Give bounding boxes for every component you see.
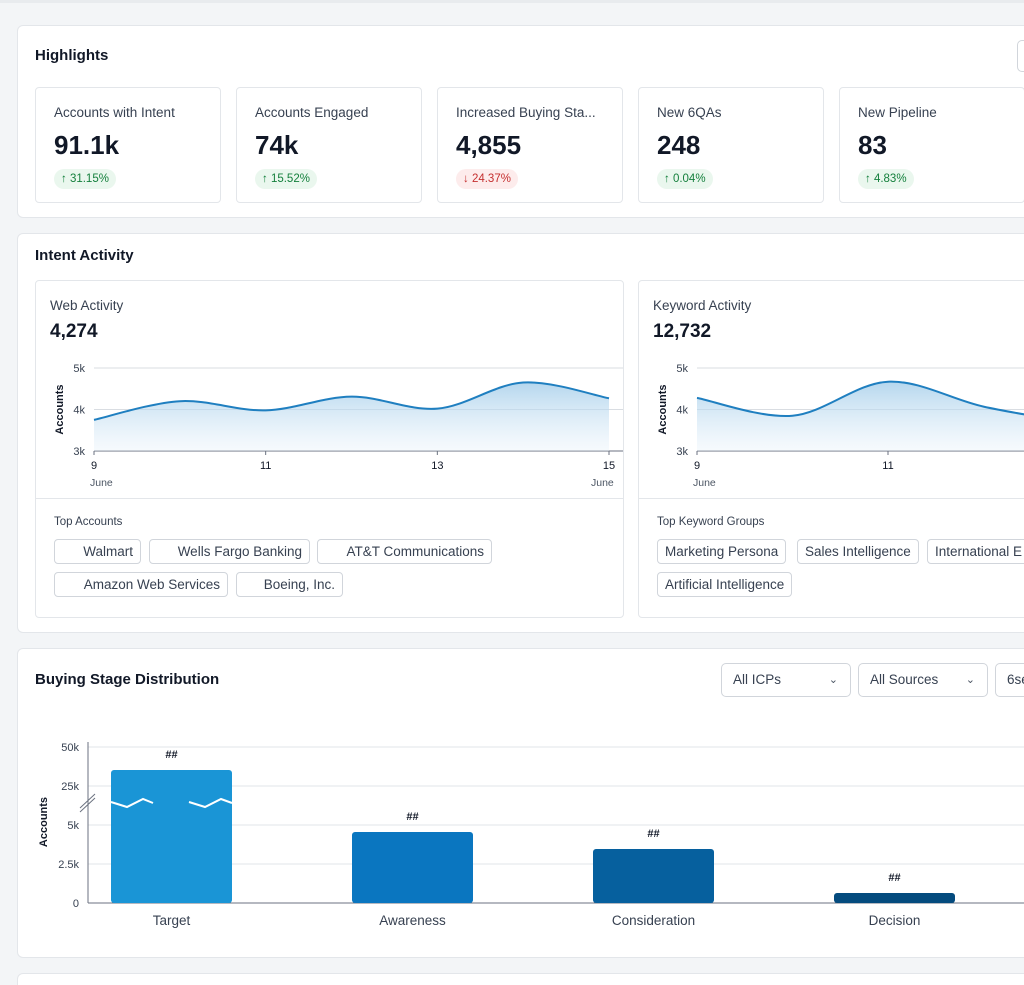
chevron-down-icon: ⌄ <box>965 674 975 686</box>
top-keyword-groups-title: Top Keyword Groups <box>657 516 765 528</box>
x-tick-label: 9 <box>694 460 700 472</box>
web-activity-value: 4,274 <box>50 321 98 342</box>
kpi-card[interactable]: Accounts with Intent 91.1k ↑ 31.15% <box>35 87 221 203</box>
model-filter-value: 6se <box>1007 672 1024 687</box>
keyword-activity-chart: 5k 4k 3k Accounts 9 11 June <box>657 363 1024 489</box>
x-sublabel: June <box>90 477 113 489</box>
next-card <box>17 973 1024 985</box>
kpi-label: New 6QAs <box>657 105 722 120</box>
divider <box>639 498 1024 499</box>
kpi-card[interactable]: Accounts Engaged 74k ↑ 15.52% <box>236 87 422 203</box>
highlights-title: Highlights <box>35 47 109 64</box>
kpi-label: Accounts Engaged <box>255 105 369 120</box>
y-tick-label: 3k <box>676 446 688 458</box>
kpi-card[interactable]: Increased Buying Sta... 4,855 ↓ 24.37% <box>437 87 623 203</box>
web-activity-chart: 5k 4k 3k Accounts 9 11 13 15 June June <box>54 363 623 489</box>
y-tick-label: 4k <box>676 405 688 417</box>
area-fill <box>697 381 1024 451</box>
icp-filter-value: All ICPs <box>733 672 782 687</box>
highlights-options-button[interactable] <box>1017 40 1024 72</box>
buying-stage-title: Buying Stage Distribution <box>35 671 220 688</box>
chevron-down-icon: ⌄ <box>828 674 838 686</box>
series-line <box>93 381 610 421</box>
kpi-value: 83 <box>858 130 887 160</box>
account-chip[interactable]: Walmart <box>54 539 141 564</box>
keyword-chip[interactable]: Artificial Intelligence <box>657 572 793 597</box>
y-tick-label: 3k <box>73 446 85 458</box>
kpi-change-badge: ↑ 31.15% <box>54 169 116 189</box>
x-sublabel: June <box>693 477 716 489</box>
x-tick-label: 11 <box>882 460 893 472</box>
keyword-activity-value: 12,732 <box>653 321 712 342</box>
kpi-card[interactable]: New Pipeline 83 ↑ 4.83% <box>839 87 1024 203</box>
x-tick-label: 15 <box>603 460 615 472</box>
keyword-activity-panel: Keyword Activity 12,732 5k 4k 3k Accounts 9 1… <box>638 280 1024 618</box>
kpi-value: 91.1k <box>54 130 120 160</box>
icp-filter-select[interactable]: All ICPs ⌄ <box>721 663 851 697</box>
account-chip[interactable]: Wells Fargo Banking <box>149 539 310 564</box>
intent-activity-title: Intent Activity <box>35 247 134 264</box>
x-tick-label: 9 <box>91 460 97 472</box>
kpi-label: Accounts with Intent <box>54 105 175 120</box>
kpi-label: New Pipeline <box>858 105 937 120</box>
x-sublabel: June <box>591 477 614 489</box>
account-chip[interactable]: Amazon Web Services <box>54 572 228 597</box>
y-tick-label: 5k <box>676 363 688 375</box>
kpi-change-badge: ↑ 15.52% <box>255 169 317 189</box>
x-tick-label: 11 <box>260 460 271 472</box>
keyword-chip[interactable]: Sales Intelligence <box>797 539 919 564</box>
kpi-card[interactable]: New 6QAs 248 ↑ 0.04% <box>638 87 824 203</box>
kpi-change-badge: ↑ 0.04% <box>657 169 713 189</box>
x-tick-label: 13 <box>431 460 443 472</box>
y-tick-label: 5k <box>73 363 85 375</box>
model-filter-select[interactable]: 6se <box>995 663 1024 697</box>
kpi-label: Increased Buying Sta... <box>456 105 596 120</box>
divider <box>36 498 623 499</box>
account-chip[interactable]: Boeing, Inc. <box>236 572 343 597</box>
account-chip[interactable]: AT&T Communications <box>317 539 492 564</box>
y-axis-title: Accounts <box>657 384 669 434</box>
series-line <box>696 380 1024 417</box>
kpi-value: 74k <box>255 130 299 160</box>
kpi-change-badge: ↑ 4.83% <box>858 169 914 189</box>
source-filter-select[interactable]: All Sources ⌄ <box>858 663 988 697</box>
y-axis-title: Accounts <box>54 384 66 434</box>
kpi-value: 4,855 <box>456 130 522 160</box>
kpi-change-badge: ↓ 24.37% <box>456 169 518 189</box>
web-activity-panel: Web Activity 4,274 5k 4k 3k Accounts 9 11 13 15… <box>35 280 624 618</box>
source-filter-value: All Sources <box>870 672 939 687</box>
kpi-value: 248 <box>657 130 701 160</box>
top-bar <box>0 0 1024 3</box>
web-activity-label: Web Activity <box>50 298 124 313</box>
keyword-chip[interactable]: International E <box>927 539 1024 564</box>
keyword-activity-label: Keyword Activity <box>653 298 752 313</box>
keyword-chip[interactable]: Marketing Persona <box>657 539 787 564</box>
area-fill <box>94 382 609 451</box>
top-accounts-title: Top Accounts <box>54 516 123 528</box>
y-tick-label: 4k <box>73 405 85 417</box>
